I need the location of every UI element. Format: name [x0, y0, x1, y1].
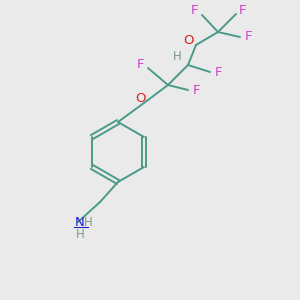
Text: N: N — [75, 215, 85, 229]
Text: H: H — [84, 215, 92, 229]
Text: H: H — [76, 227, 84, 241]
Text: H: H — [172, 50, 182, 64]
Text: F: F — [190, 4, 198, 17]
Text: F: F — [239, 4, 247, 16]
Text: F: F — [214, 65, 222, 79]
Text: O: O — [135, 92, 145, 104]
Text: F: F — [244, 31, 252, 44]
Text: F: F — [192, 83, 200, 97]
Text: F: F — [136, 58, 144, 70]
Text: O: O — [183, 34, 193, 47]
